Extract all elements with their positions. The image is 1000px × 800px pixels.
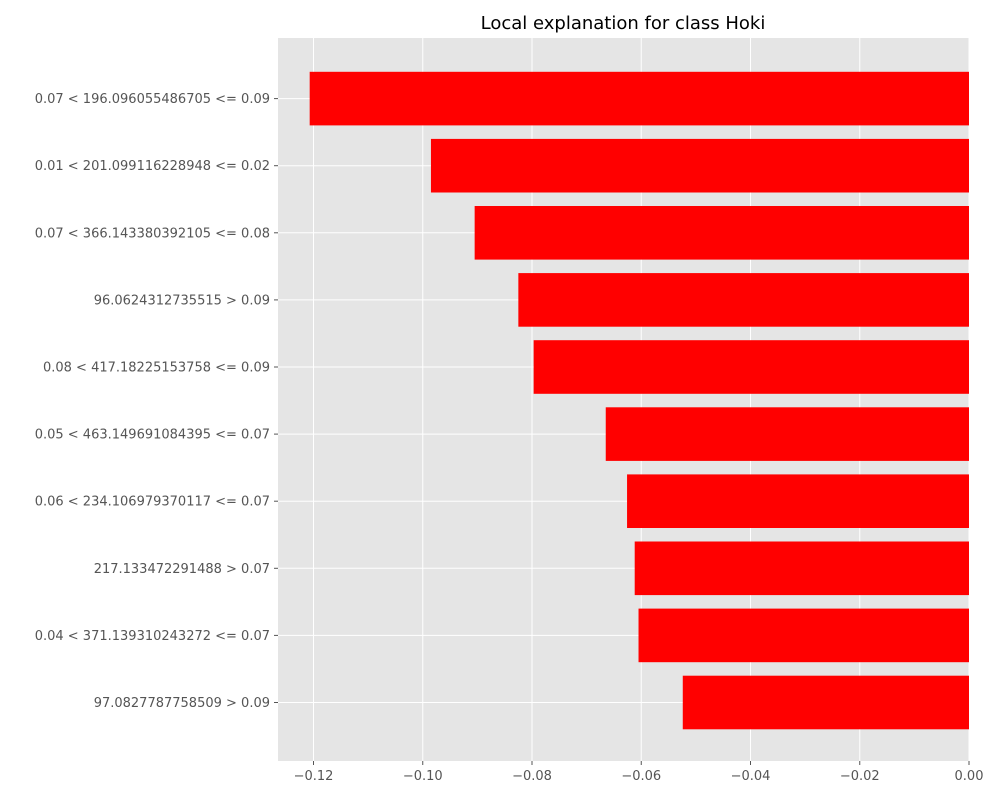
x-tick-label: −0.06 <box>621 769 661 784</box>
x-tick-label: −0.08 <box>512 769 552 784</box>
chart-title: Local explanation for class Hoki <box>481 13 766 34</box>
bar <box>638 608 969 663</box>
y-tick-labels: 0.07 < 196.096055486705 <= 0.09 0.01 < 20… <box>35 92 278 711</box>
y-tick-label: 96.0624312735515 > 0.09 <box>94 293 270 308</box>
bar <box>430 138 969 193</box>
bar <box>682 675 969 730</box>
x-tick-label: −0.04 <box>731 769 771 784</box>
y-tick-label: 217.133472291488 > 0.07 <box>94 562 270 577</box>
x-tick-labels: −0.12 −0.10 −0.08 −0.06 −0.04 −0.02 0.00 <box>294 761 984 784</box>
x-tick-label: 0.00 <box>955 769 984 784</box>
x-tick-label: −0.12 <box>294 769 334 784</box>
x-tick-label: −0.02 <box>840 769 880 784</box>
y-tick-label: 0.06 < 234.106979370117 <= 0.07 <box>35 495 270 510</box>
bar <box>309 71 969 126</box>
x-tick-label: −0.10 <box>403 769 443 784</box>
bar <box>533 340 969 394</box>
bar <box>634 541 969 596</box>
y-tick-label: 0.07 < 366.143380392105 <= 0.08 <box>35 226 270 241</box>
bar <box>627 474 969 528</box>
bar <box>518 273 969 327</box>
y-tick-label: 0.08 < 417.18225153758 <= 0.09 <box>43 361 270 376</box>
bars <box>309 71 969 730</box>
bar <box>605 407 969 461</box>
y-tick-label: 0.01 < 201.099116228948 <= 0.02 <box>35 159 270 174</box>
y-tick-label: 97.0827787758509 > 0.09 <box>94 696 270 711</box>
bar <box>474 206 969 260</box>
y-tick-label: 0.07 < 196.096055486705 <= 0.09 <box>35 92 270 107</box>
y-tick-label: 0.04 < 371.139310243272 <= 0.07 <box>35 629 270 644</box>
y-tick-label: 0.05 < 463.149691084395 <= 0.07 <box>35 428 270 443</box>
